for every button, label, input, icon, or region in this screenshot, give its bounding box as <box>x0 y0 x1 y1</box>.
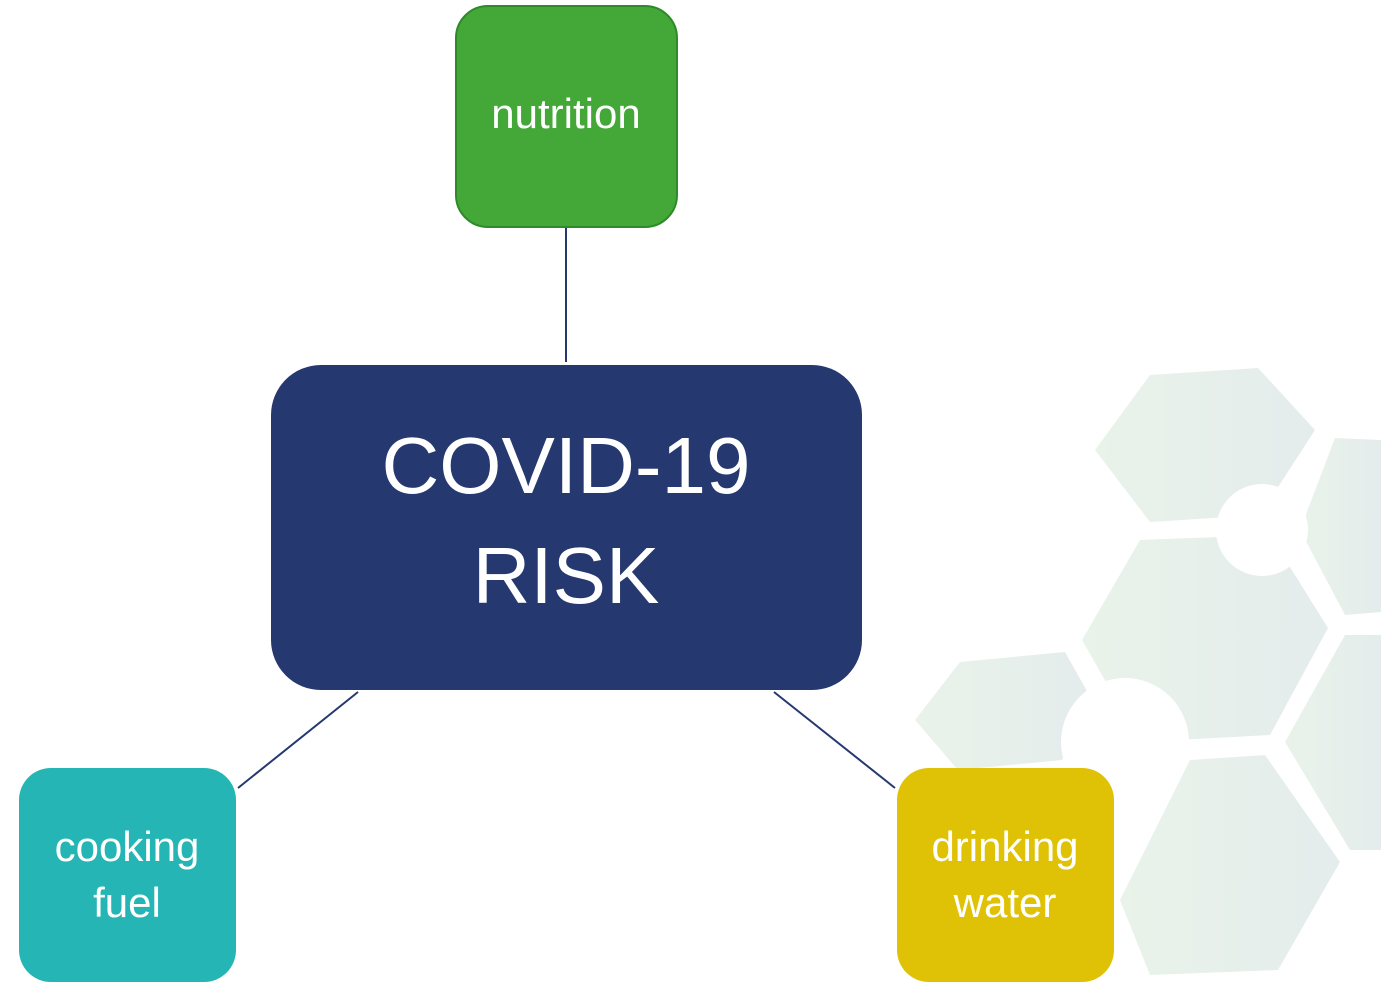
node-label: fuel <box>93 879 161 926</box>
node-label: cooking <box>55 823 200 870</box>
center-node <box>271 365 862 690</box>
hexagon <box>1300 438 1381 615</box>
cooking-fuel-node <box>19 768 236 982</box>
connector <box>238 692 358 788</box>
drinking-water-node <box>897 768 1114 982</box>
node-label: nutrition <box>491 90 640 137</box>
node-label: RISK <box>473 531 660 620</box>
page: COVID-19 RISK nutrition cooking fuel dri… <box>0 0 1381 984</box>
connector <box>774 692 895 788</box>
diagram: COVID-19 RISK nutrition cooking fuel dri… <box>0 0 1381 984</box>
node-label: drinking <box>931 823 1078 870</box>
node-label: COVID-19 <box>382 421 751 510</box>
hex-gap <box>1216 484 1308 576</box>
node-label: water <box>953 879 1057 926</box>
